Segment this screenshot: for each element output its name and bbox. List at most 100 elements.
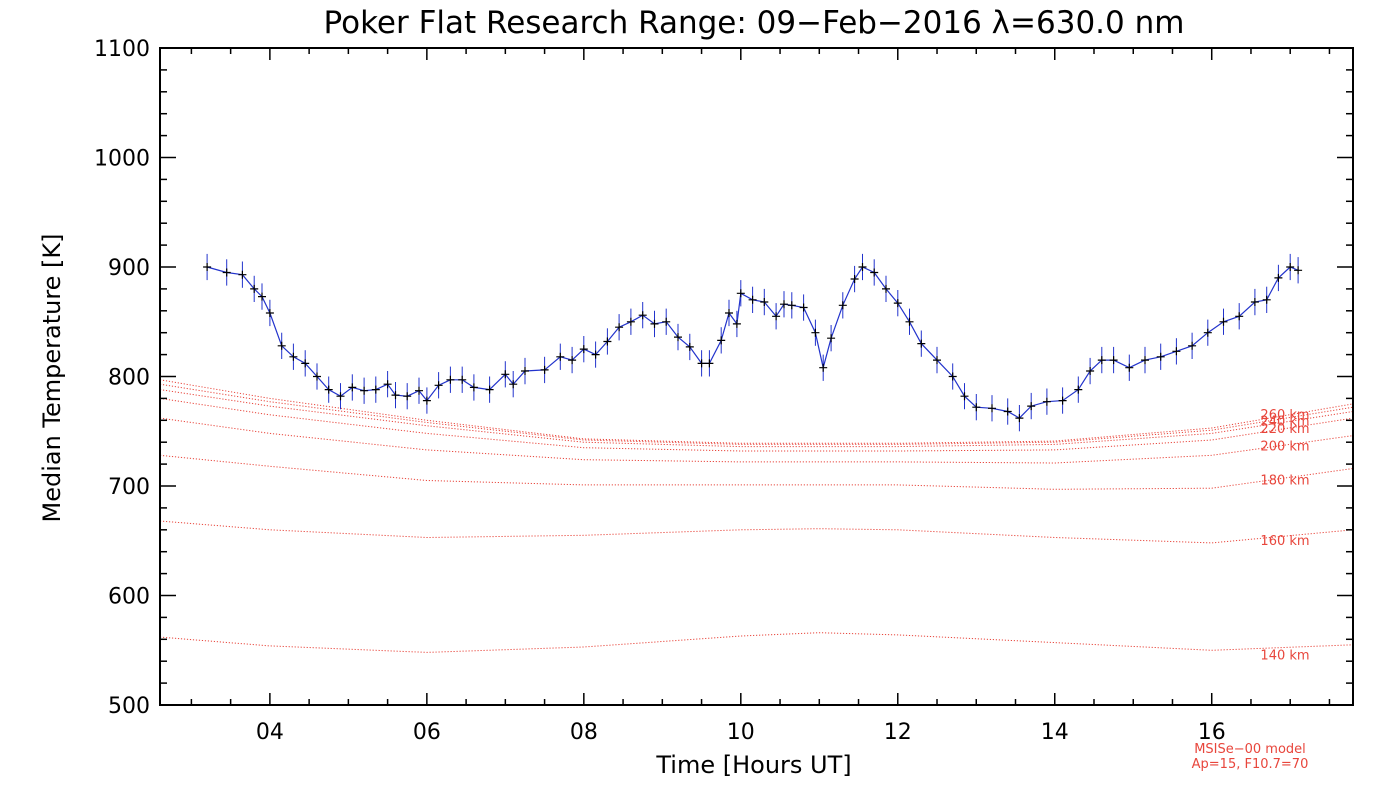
data-point	[893, 299, 902, 308]
y-tick-label: 700	[108, 475, 150, 500]
data-point	[1058, 396, 1067, 405]
y-tick-label: 800	[108, 366, 150, 391]
data-point	[540, 365, 549, 374]
data-point	[1042, 397, 1051, 406]
data-point	[383, 380, 392, 389]
model-curve	[159, 389, 1354, 448]
x-tick-label: 06	[413, 720, 441, 745]
model-curve	[159, 632, 1354, 653]
data-point	[222, 268, 231, 277]
data-point	[258, 292, 266, 301]
x-tick-label: 14	[1041, 720, 1069, 745]
data-point	[446, 375, 455, 384]
data-point	[827, 334, 836, 343]
data-point	[838, 301, 847, 310]
data-point	[203, 263, 212, 271]
data-point	[736, 289, 745, 298]
data-point	[1125, 363, 1134, 372]
model-label: 160 km	[1260, 534, 1309, 549]
data-point	[732, 319, 741, 328]
data-point	[250, 284, 259, 293]
data-point	[348, 383, 357, 392]
model-curve	[159, 379, 1354, 444]
x-tick-label: 10	[727, 720, 755, 745]
x-tick-label: 12	[884, 720, 912, 745]
data-point	[469, 383, 478, 392]
model-curve	[159, 417, 1354, 464]
data-point	[787, 301, 796, 310]
data-point	[685, 342, 694, 351]
model-label: 260 km	[1260, 408, 1309, 423]
data-point	[415, 386, 423, 395]
data-point	[1156, 352, 1165, 361]
data-point	[717, 336, 726, 345]
x-axis-label: Time [Hours UT]	[655, 751, 851, 779]
y-tick-label: 1000	[94, 147, 150, 172]
data-point	[760, 298, 769, 306]
model-note-line2: Ap=15, F10.7=70	[1192, 757, 1309, 772]
x-axis: 04 06 08 10 12 14 16	[190, 48, 1331, 745]
data-point	[917, 339, 926, 348]
data-point	[1219, 317, 1228, 326]
model-label: 140 km	[1260, 649, 1309, 664]
data-point	[324, 385, 333, 394]
data-point	[799, 303, 808, 312]
data-point	[1203, 328, 1212, 337]
data-point	[748, 295, 757, 304]
chart-title: Poker Flat Research Range: 09−Feb−2016 λ…	[324, 5, 1185, 41]
x-tick-label: 04	[256, 720, 284, 745]
data-point	[1235, 312, 1244, 321]
data-point	[265, 309, 274, 317]
data-point	[772, 312, 781, 321]
data-point	[1141, 356, 1149, 365]
data-point	[289, 352, 298, 361]
data-point	[933, 356, 941, 365]
model-label: 180 km	[1260, 474, 1309, 489]
model-label: 200 km	[1260, 440, 1309, 455]
data-point	[674, 333, 682, 342]
x-tick-label: 08	[570, 720, 598, 745]
data-point	[521, 367, 529, 375]
data-point	[697, 359, 706, 368]
y-axis-label: Median Temperature [K]	[38, 233, 66, 522]
model-curve	[159, 520, 1354, 544]
y-tick-label: 500	[108, 694, 150, 719]
data-point	[905, 317, 914, 326]
data-point	[850, 275, 859, 283]
data-point	[391, 391, 400, 400]
data-point	[313, 372, 321, 381]
data-point	[277, 341, 286, 350]
x-tick-label: 16	[1198, 720, 1226, 745]
y-tick-label: 600	[108, 585, 150, 610]
data-point	[360, 386, 369, 395]
model-curve	[159, 397, 1354, 452]
data-point	[1286, 263, 1295, 271]
data-point	[1027, 402, 1036, 411]
data-point	[556, 352, 565, 361]
data-point	[485, 385, 494, 394]
data-point	[1274, 273, 1283, 282]
data-point	[458, 375, 467, 384]
y-tick-label: 900	[108, 256, 150, 281]
data-point	[434, 381, 443, 390]
data-point	[882, 284, 890, 293]
model-label: 220 km	[1260, 422, 1309, 437]
data-point	[1294, 266, 1303, 275]
data-point	[1250, 298, 1259, 306]
data-point	[1188, 341, 1197, 350]
data-point	[1074, 385, 1083, 394]
data-point	[615, 323, 624, 332]
data-point	[960, 392, 969, 401]
data-point	[1003, 407, 1012, 416]
data-point	[780, 300, 788, 309]
data-point	[1262, 295, 1271, 304]
data-point	[858, 263, 867, 271]
data-point	[1172, 347, 1181, 356]
data-point	[725, 309, 733, 317]
model-note-line1: MSISe−00 model	[1194, 742, 1306, 757]
y-axis: 500 600 700 800 900 1000 1100	[94, 37, 1353, 719]
y-tick-label: 1100	[94, 37, 150, 62]
data-point	[403, 392, 412, 401]
data-point	[819, 363, 828, 372]
